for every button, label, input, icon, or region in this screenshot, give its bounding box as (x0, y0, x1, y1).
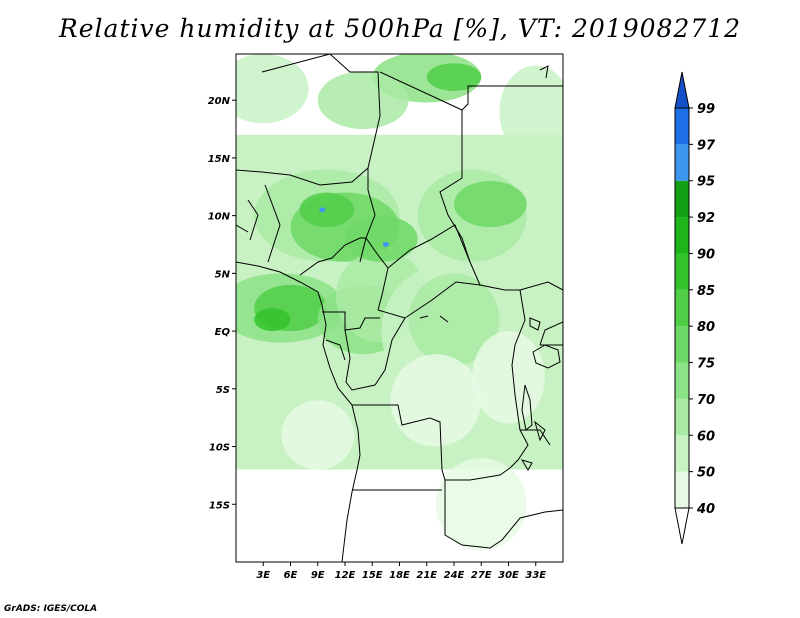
colorbar-segment (675, 180, 689, 218)
border-line (444, 480, 503, 549)
colorbar-segment (675, 471, 689, 508)
colorbar-label: 90 (697, 247, 715, 262)
colorbar-segment (675, 435, 689, 472)
border-line (329, 54, 381, 169)
colorbar-segment (675, 253, 689, 290)
lon-tick-label: 9E (311, 570, 325, 581)
border-line (261, 54, 331, 73)
colorbar-segment (675, 217, 689, 254)
humidity-patch (299, 192, 355, 228)
humidity-patch (281, 400, 355, 470)
humidity-patch (254, 308, 291, 332)
humidity-patch (408, 273, 500, 366)
lake-outline (534, 420, 546, 442)
colorbar-label: 40 (696, 502, 715, 517)
lake-outline (520, 459, 533, 471)
lat-tick-label: 20N (208, 96, 231, 107)
colorbar-label: 70 (697, 393, 715, 408)
border-line (359, 168, 376, 263)
colorbar-segment (675, 362, 689, 399)
lon-tick-label: 12E (335, 570, 356, 581)
border-line (247, 199, 259, 241)
colorbar-label: 80 (697, 320, 715, 335)
lake-outline (419, 315, 449, 323)
humidity-patch (390, 354, 482, 447)
lake-outline (521, 384, 533, 431)
map-axes: 20N 15N 10N 5N EQ 5S 10S 15S 3E 6E 9E 12E 15E 18E 21E 2… (208, 96, 547, 581)
humidity-patch (345, 215, 418, 262)
colorbar-segment (675, 108, 689, 145)
border-line (344, 317, 406, 391)
country-borders (236, 54, 563, 562)
lon-tick-label: 15E (362, 570, 383, 581)
colorbar-label: 92 (697, 211, 715, 226)
colorbar-frame (674, 107, 690, 509)
humidity-patch (499, 65, 563, 158)
lat-tick-label: 5S (216, 385, 230, 396)
border-line (325, 339, 346, 361)
humidity-patch (236, 54, 309, 124)
lon-tick-label: 21E (416, 570, 437, 581)
lon-tick-label: 27E (471, 570, 492, 581)
border-line (519, 281, 563, 291)
colorbar-label: 50 (697, 466, 715, 481)
border-line (264, 184, 281, 263)
lon-tick-label: 18E (389, 570, 410, 581)
border-line (236, 224, 249, 233)
colorbar-over-triangle (674, 71, 690, 109)
lake-outline (539, 65, 549, 79)
colorbar-under-triangle (674, 507, 690, 545)
lon-tick-label: 3E (256, 570, 270, 581)
colorbar-label: 60 (697, 429, 715, 444)
humidity-peak (382, 242, 389, 247)
credit-text: GrADS: IGES/COLA (4, 604, 98, 614)
border-line (509, 289, 529, 469)
humidity-patch (454, 181, 527, 228)
colorbar-label: 85 (697, 284, 715, 299)
humidity-field (236, 54, 563, 562)
humidity-patch (426, 63, 482, 91)
lat-tick-label: 15S (209, 500, 230, 511)
lat-tick-label: 5N (215, 269, 231, 280)
border-line (322, 311, 380, 331)
lat-tick-label: 10S (209, 443, 230, 454)
border-line (236, 167, 369, 186)
border-line (352, 404, 511, 481)
lon-tick-label: 6E (284, 570, 298, 581)
colorbar-label: 97 (697, 138, 716, 153)
colorbar-segment (675, 398, 689, 436)
border-line (299, 237, 366, 276)
colorbar-segment (675, 326, 689, 363)
lon-tick-label: 33E (525, 570, 546, 581)
colorbar-segment (675, 144, 689, 181)
humidity-patch (317, 71, 409, 130)
lat-tick-label: 15N (208, 154, 231, 165)
humidity-peak (319, 207, 326, 213)
lat-tick-label: 10N (208, 212, 231, 223)
border-line (461, 85, 563, 111)
lake-outline (529, 317, 541, 331)
colorbar-segment (675, 289, 689, 327)
border-line (377, 281, 481, 319)
colorbar-label: 99 (697, 102, 715, 117)
colorbar-label: 95 (697, 175, 715, 190)
border-line (501, 509, 563, 541)
border-line (387, 224, 520, 291)
lat-tick-label: EQ (215, 327, 231, 338)
chart-title: Relative humidity at 500hPa [%], VT: 201… (58, 14, 742, 43)
colorbar: 40 50 60 70 75 80 85 90 92 95 97 99 (674, 71, 716, 545)
lon-tick-label: 30E (498, 570, 519, 581)
humidity-patch (472, 331, 545, 424)
lake-outline (532, 344, 561, 369)
coastline (236, 261, 361, 562)
humidity-patch (435, 458, 527, 551)
border-line (539, 321, 563, 346)
lon-tick-label: 24E (444, 570, 465, 581)
colorbar-label: 75 (697, 357, 715, 372)
